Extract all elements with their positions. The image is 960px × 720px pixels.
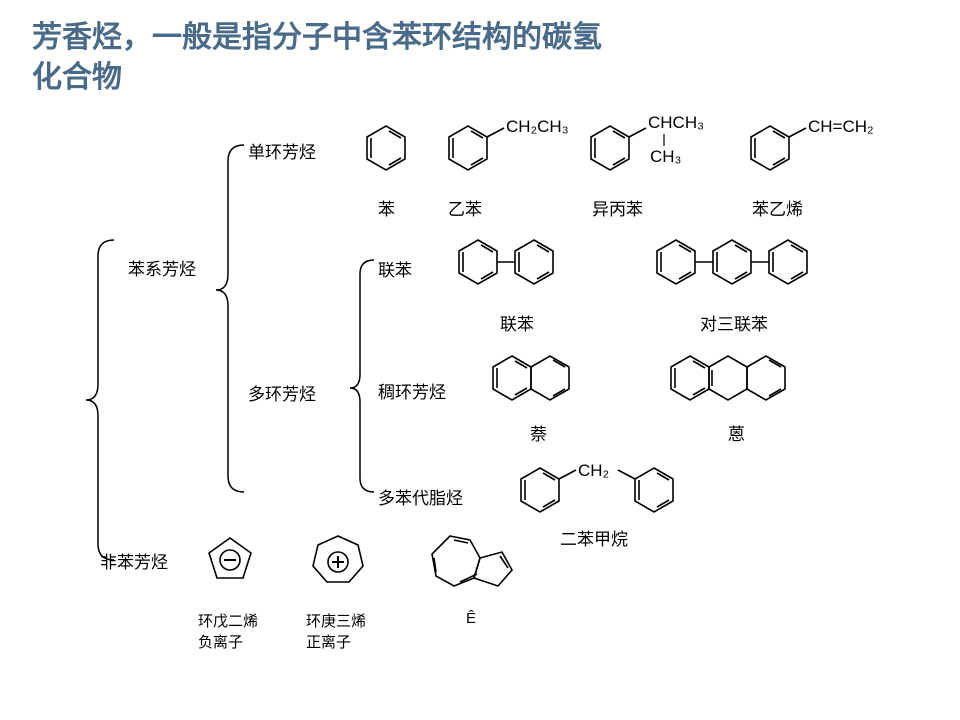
struct-biphenyl (459, 240, 553, 284)
svg-text:CH₂CH₃: CH₂CH₃ (506, 117, 569, 136)
cap-benzene: 苯 (378, 195, 395, 220)
struct-styrene: CH=CH₂ (751, 117, 874, 170)
cap-cyclopentadienyl: 环戊二烯 负离子 (198, 610, 258, 652)
svg-text:CH=CH₂: CH=CH₂ (808, 117, 874, 136)
struct-diphenylmethane: CH₂ (521, 461, 673, 512)
cap-tropylium: 环庚三烯 正离子 (306, 610, 366, 652)
cap-anthracene: 蒽 (728, 420, 745, 445)
cap-styrene: 苯乙烯 (752, 195, 803, 220)
svg-text:CH₃: CH₃ (650, 147, 681, 166)
struct-azulene (432, 536, 512, 586)
cap-naphthalene: 萘 (530, 420, 547, 445)
cap-diphenylmethane: 二苯甲烷 (560, 525, 628, 550)
struct-naphthalene (493, 356, 569, 400)
svg-text:CHCH₃: CHCH₃ (648, 113, 704, 132)
cap-terphenyl: 对三联苯 (700, 310, 768, 335)
cap-azulene: Ê (466, 610, 476, 627)
struct-cumene: CHCH₃ CH₃ (591, 113, 704, 170)
structures: CH₂CH₃ CHCH₃ CH₃ CH=CH₂ (0, 0, 960, 720)
struct-anthracene (671, 356, 785, 400)
struct-tropylium (313, 536, 363, 582)
struct-terphenyl (657, 240, 807, 284)
struct-benzene (367, 126, 405, 170)
cap-ethylbenzene: 乙苯 (448, 195, 482, 220)
struct-cyclopentadienyl (209, 538, 251, 578)
struct-ethylbenzene: CH₂CH₃ (449, 117, 569, 170)
cap-cumene: 异丙苯 (592, 195, 643, 220)
svg-text:CH₂: CH₂ (578, 461, 609, 480)
cap-biphenyl: 联苯 (500, 310, 534, 335)
